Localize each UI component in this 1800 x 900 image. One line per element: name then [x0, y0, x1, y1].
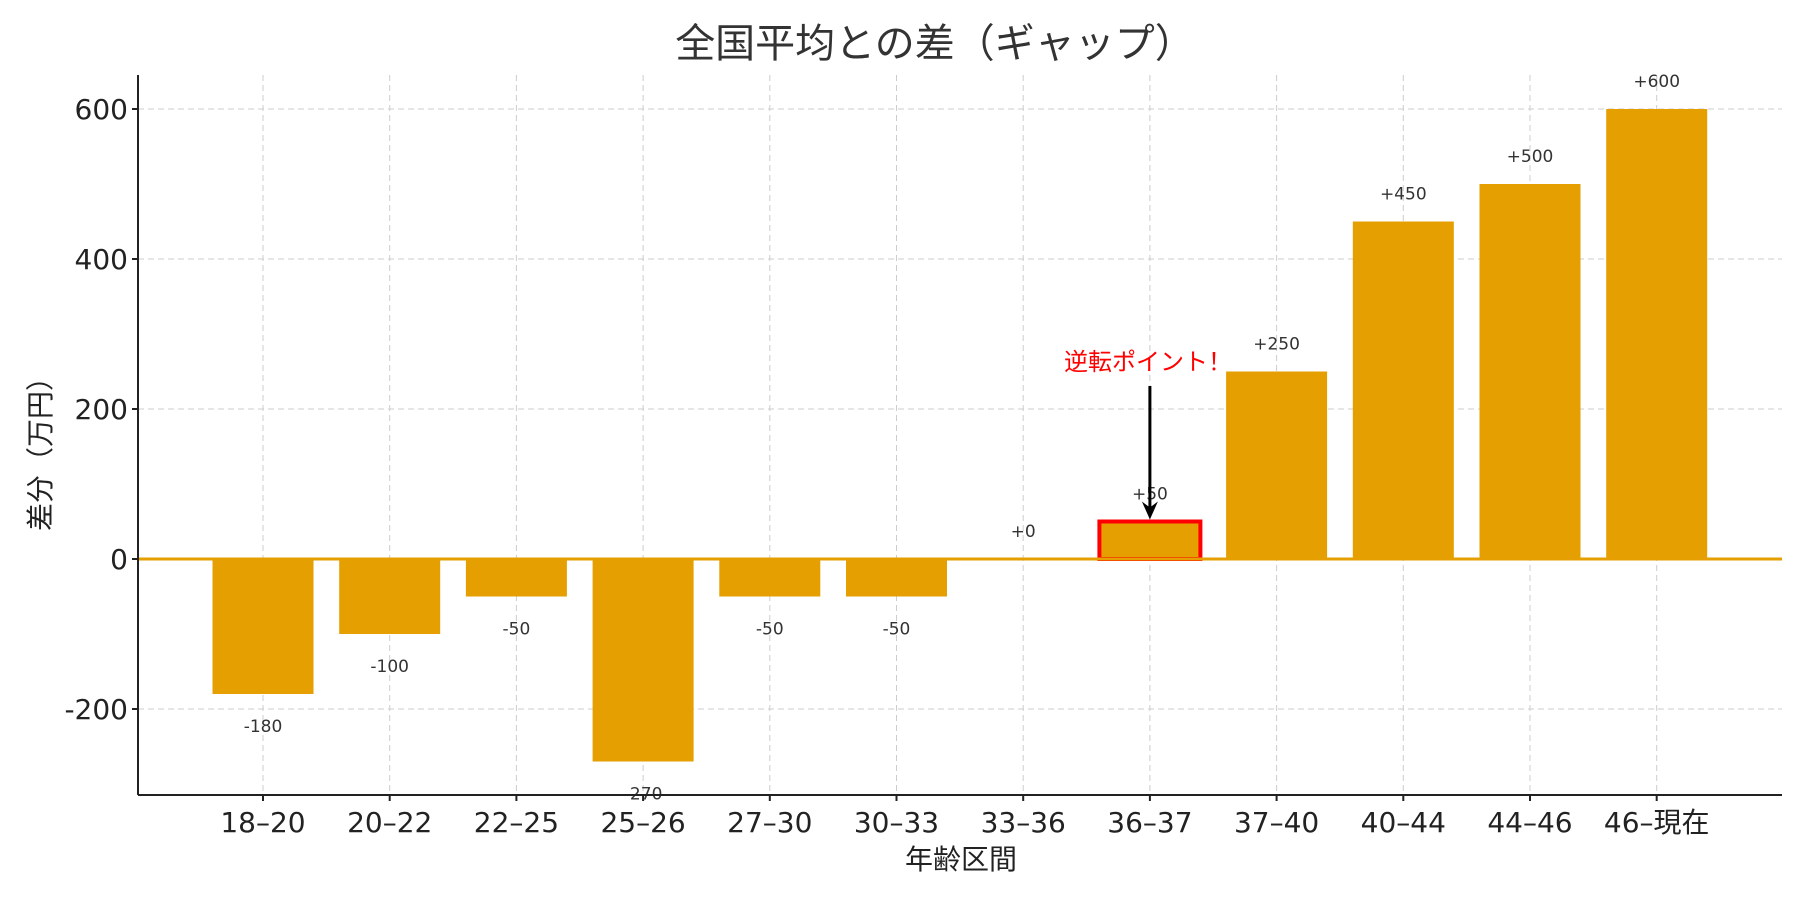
y-tick-label: 0 [110, 543, 128, 576]
annotation: 逆転ポイント！ [1064, 348, 1232, 520]
bar-30–33 [846, 559, 947, 597]
data-label: +0 [1011, 522, 1036, 542]
bar-highlighted [1097, 519, 1203, 561]
x-tick-label: 27–30 [727, 806, 812, 839]
y-tick-label: 600 [75, 93, 128, 126]
x-tick-label: 44–46 [1487, 806, 1572, 839]
bar-37–40 [1226, 371, 1328, 559]
bar-20–22 [339, 559, 441, 634]
y-tick-label: 200 [75, 393, 128, 426]
bar-22–25 [465, 559, 567, 597]
x-tick-label: 18–20 [220, 806, 305, 839]
data-label: +600 [1633, 72, 1680, 92]
x-axis-label: 年齢区間 [905, 843, 1017, 876]
x-tick-label: 33–36 [981, 806, 1066, 839]
annotation-arrow-head [1141, 501, 1158, 520]
data-label: +450 [1380, 185, 1427, 205]
data-label: +250 [1253, 335, 1300, 355]
data-label: -50 [503, 620, 531, 640]
bar-46–現在 [1606, 109, 1708, 559]
x-tick-label: 22–25 [474, 806, 559, 839]
x-tick-label: 40–44 [1361, 806, 1446, 839]
data-label: -180 [244, 717, 283, 737]
data-label: -100 [370, 657, 409, 677]
y-tick-label: -200 [64, 693, 128, 726]
data-label: -50 [883, 620, 911, 640]
axes [137, 75, 1782, 796]
x-tick-label: 20–22 [347, 806, 432, 839]
x-tick-label: 36–37 [1107, 806, 1192, 839]
x-tick-label: 37–40 [1234, 806, 1319, 839]
x-tick-label: 46–現在 [1604, 806, 1710, 839]
y-axis-label: 差分（万円） [24, 363, 57, 531]
bar-27–30 [719, 559, 821, 597]
bars [212, 109, 1708, 762]
data-labels: -180-100-50-270-50-50+0+50+250+450+500+6… [244, 72, 1680, 805]
tick-labels: -200 0 200 400 600 18–20 20–22 22–25 25–26 27–30 3… [64, 93, 1709, 839]
annotation-text: 逆転ポイント！ [1064, 348, 1232, 376]
y-tick-label: 400 [75, 243, 128, 276]
data-label: -50 [756, 620, 784, 640]
bar-25–26 [592, 559, 694, 762]
data-label: +500 [1507, 147, 1554, 167]
bar-18–20 [212, 559, 314, 694]
bar-44–46 [1479, 184, 1581, 559]
x-tick-label: 30–33 [854, 806, 939, 839]
chart-title: 全国平均との差（ギャップ） [675, 21, 1195, 67]
x-tick-label: 25–26 [600, 806, 685, 839]
bar-40–44 [1352, 221, 1454, 559]
